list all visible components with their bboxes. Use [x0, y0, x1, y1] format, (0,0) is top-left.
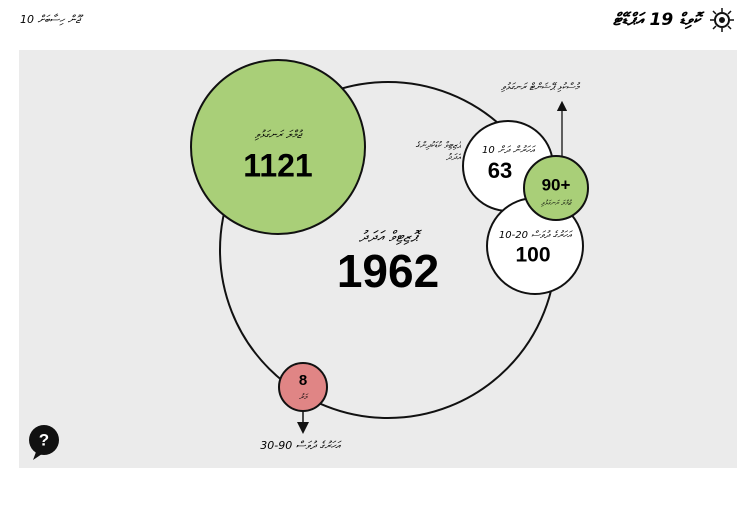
help-button[interactable]: ?: [29, 425, 59, 460]
age10to20-value: 100: [515, 244, 550, 267]
panel: [19, 50, 737, 468]
age10to20-label: 10-20 އަހަރުގެ ދުވަސް: [499, 230, 574, 241]
oldest-note: މުސްކުޅި ޕޭޝަންޓް ރަނގަޅުވި: [501, 82, 581, 93]
under10-note: ޕޮޒިޓިވް ކުޑަކުދިންގެ އަދަދު: [415, 141, 462, 163]
deaths-value: 8: [299, 372, 307, 389]
virus-icon: [710, 8, 734, 32]
date: 10 ޖޫން ހިސާބަށް: [20, 13, 84, 26]
deaths-circle: [278, 362, 328, 412]
svg-text:?: ?: [39, 430, 49, 449]
recovered-value: 1121: [243, 147, 312, 183]
under10-label: 10 އަހަރުން ދަށް: [482, 145, 536, 156]
oldest-circle: [523, 155, 589, 221]
deaths-note: 30-90 އަހަރުގެ ދުވަސް: [260, 439, 342, 452]
total-value: 1962: [337, 245, 439, 297]
deaths-label: މަރު: [299, 393, 309, 402]
total-label: ޕޮޒިޓިވް އަދަދު: [358, 228, 423, 246]
title: ކޮވިޑް 19 އަޕްޑޭޓް: [613, 10, 706, 30]
recovered-label: ޖުމްލަ ރަނގަޅުވި: [254, 128, 303, 141]
recovered-circle: [190, 59, 366, 235]
oldest-label: 90+: [542, 175, 571, 194]
oldest-sublabel: ޖުމްލަ ރަނގަޅުވި: [540, 199, 572, 207]
under10-note-box: ޕޮޒިޓިވް ކުޑަކުދިންގެ އަދަދު: [415, 141, 462, 163]
under10-value: 63: [488, 158, 512, 183]
